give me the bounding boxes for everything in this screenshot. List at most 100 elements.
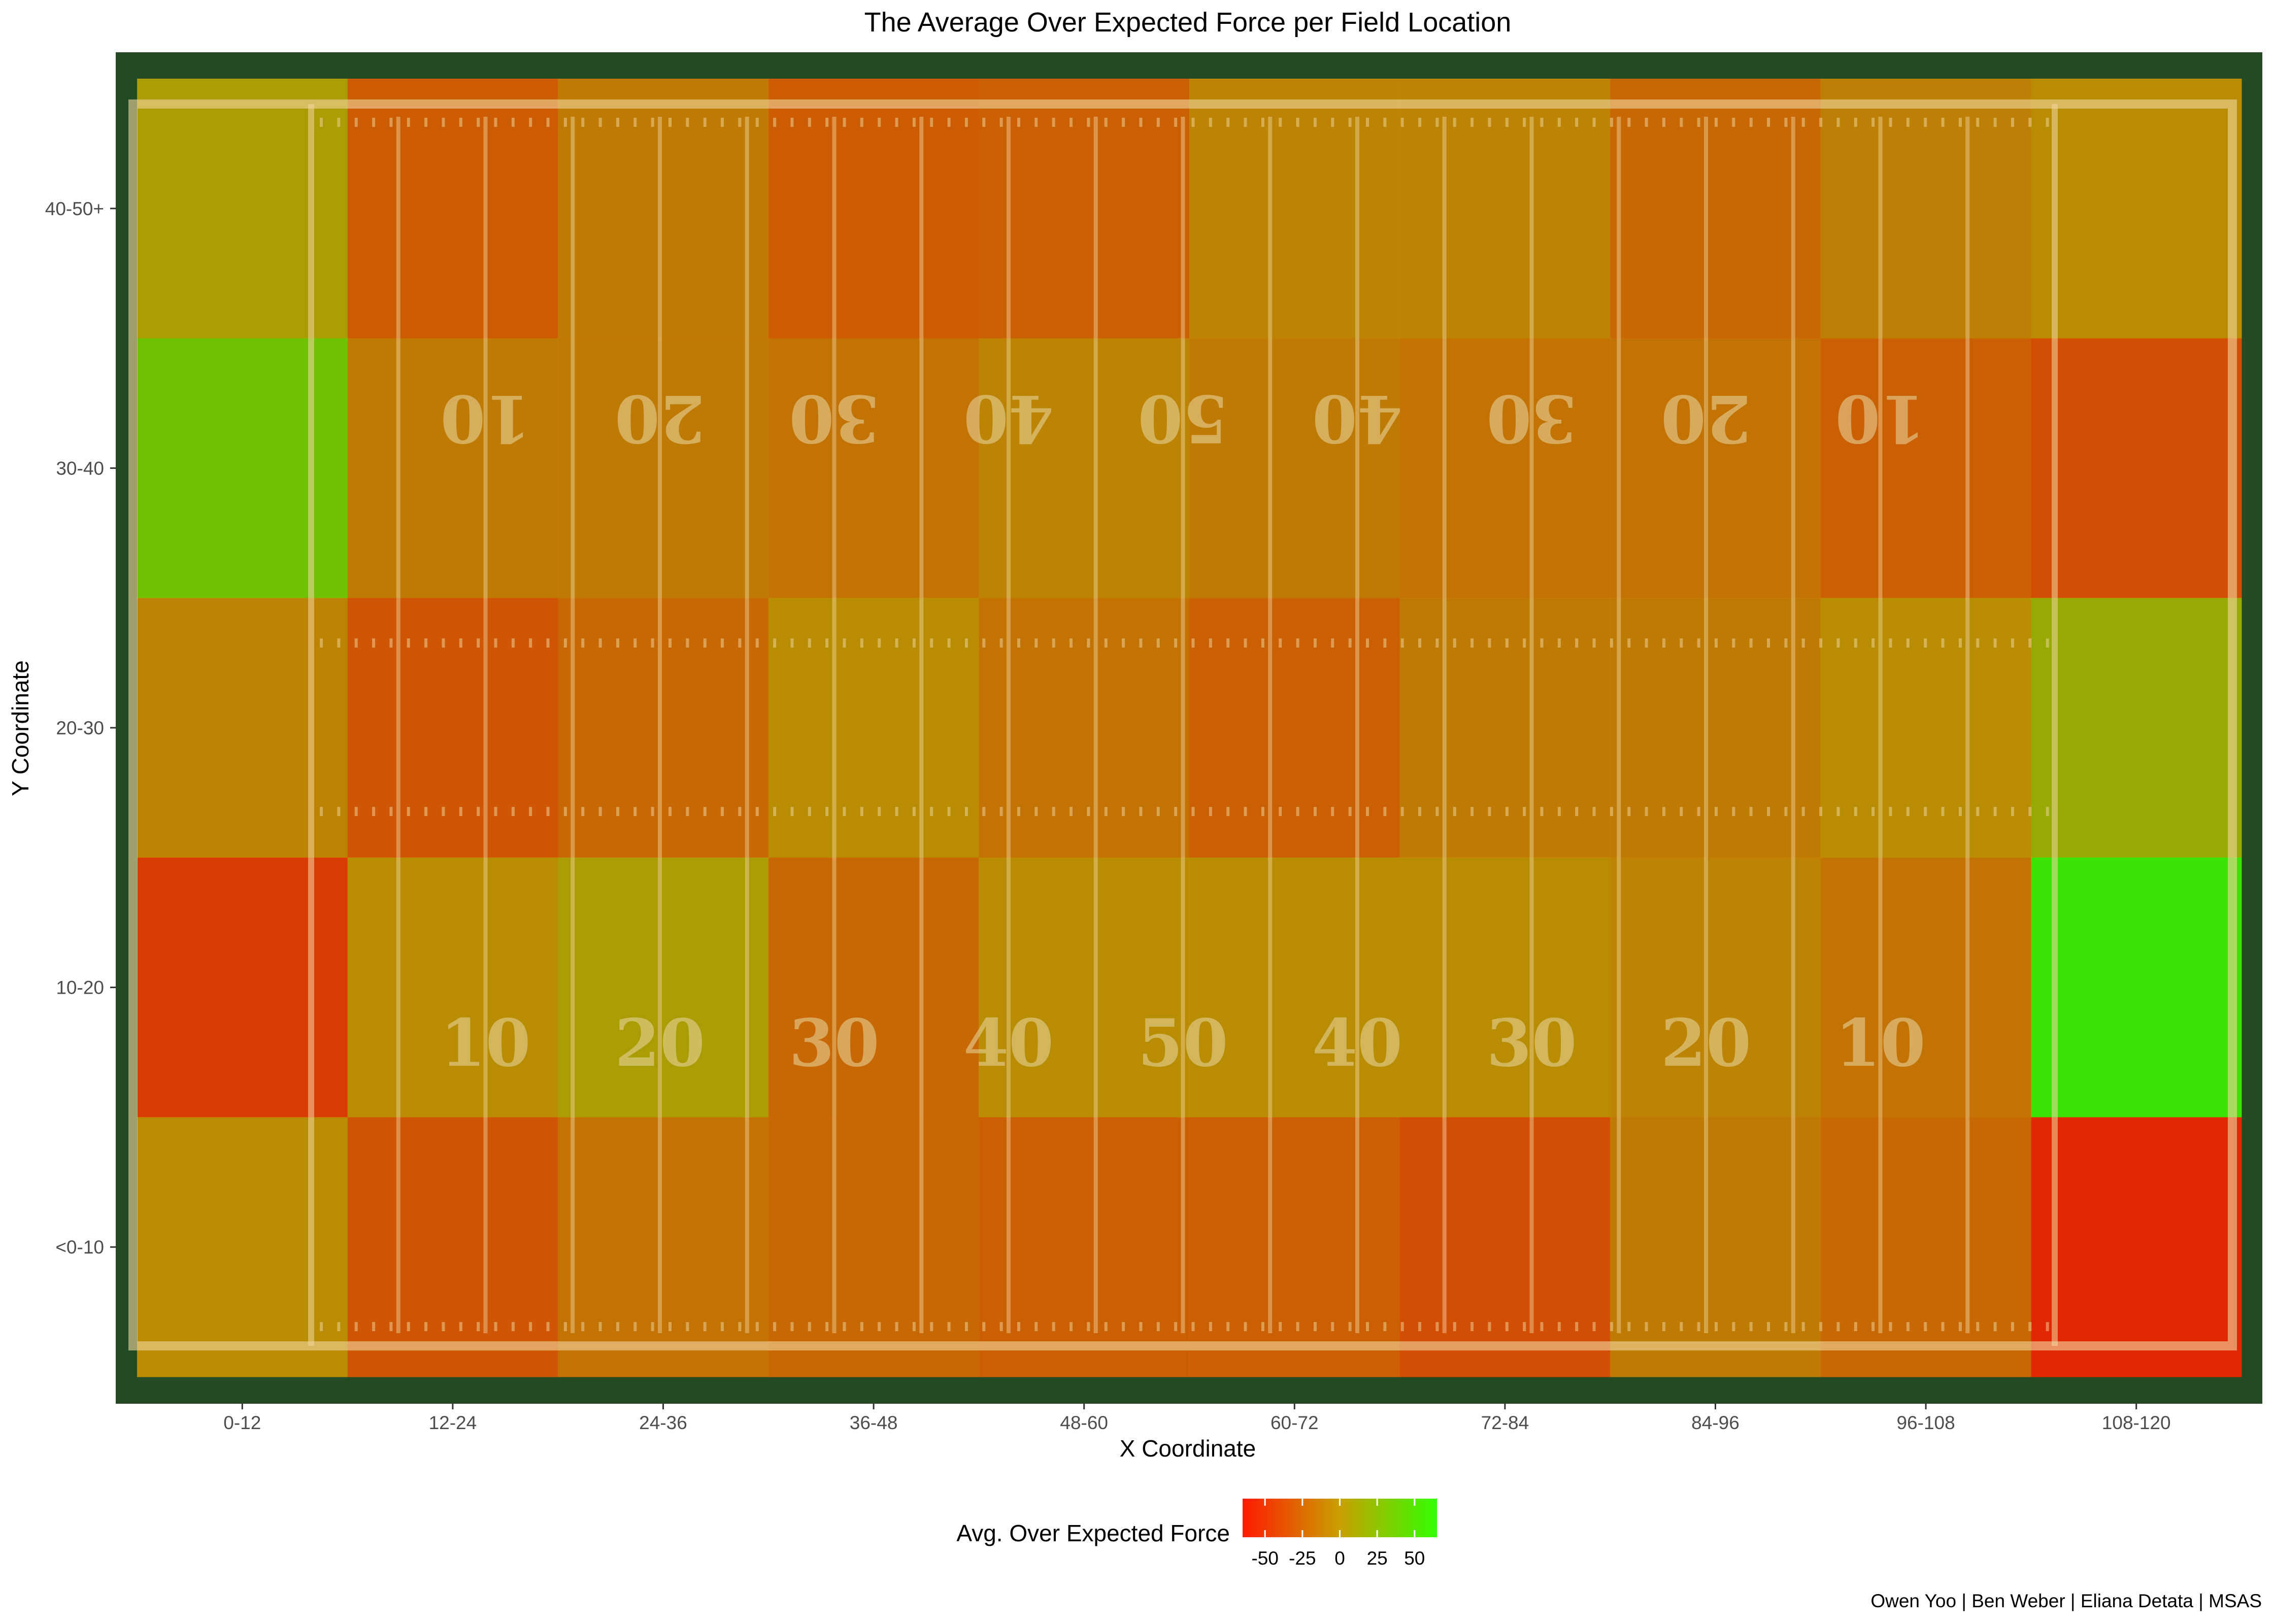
x-tick-label: 12-24 bbox=[429, 1412, 477, 1433]
legend-title: Avg. Over Expected Force bbox=[956, 1520, 1230, 1546]
heatmap-cell bbox=[558, 79, 769, 339]
field-number-bottom: 30 bbox=[1486, 1005, 1577, 1081]
heatmap-cell bbox=[1189, 857, 1400, 1118]
heatmap-cell bbox=[1189, 1117, 1400, 1377]
heatmap-cell bbox=[558, 338, 769, 598]
field-number-top: 20 bbox=[1661, 380, 1751, 456]
x-tick-label: 36-48 bbox=[850, 1412, 898, 1433]
field-number-bottom: 20 bbox=[1661, 1005, 1751, 1081]
field-number-top: 40 bbox=[1312, 380, 1402, 456]
x-tick-label: 48-60 bbox=[1060, 1412, 1108, 1433]
heatmap-cell bbox=[347, 598, 558, 858]
heatmap-cell bbox=[1610, 598, 1821, 858]
heatmap-cell bbox=[768, 857, 979, 1118]
heatmap-cell bbox=[1399, 598, 1611, 858]
heatmap-cell bbox=[137, 857, 348, 1118]
heatmap-cell bbox=[558, 857, 769, 1118]
field-number-bottom: 40 bbox=[1312, 1005, 1402, 1081]
field-number-top: 10 bbox=[440, 380, 530, 456]
field-number-bottom: 10 bbox=[440, 1005, 530, 1081]
y-tick-label: 10-20 bbox=[56, 977, 104, 998]
heatmap-cell bbox=[1399, 79, 1611, 339]
heatmap-cell bbox=[347, 338, 558, 598]
field-number-bottom: 30 bbox=[789, 1005, 879, 1081]
chart-title: The Average Over Expected Force per Fiel… bbox=[864, 7, 1512, 38]
x-tick-label: 72-84 bbox=[1481, 1412, 1529, 1433]
heatmap-cell bbox=[2031, 79, 2242, 339]
legend-tick-label: 50 bbox=[1404, 1548, 1425, 1569]
heatmap-cell bbox=[1189, 79, 1400, 339]
field-number-bottom: 10 bbox=[1835, 1005, 1925, 1081]
y-axis-title: Y Coordinate bbox=[7, 660, 34, 796]
heatmap-cell bbox=[2031, 598, 2242, 858]
heatmap-cell bbox=[2031, 338, 2242, 598]
field-number-bottom: 50 bbox=[1138, 1005, 1228, 1081]
legend-tick-label: -50 bbox=[1251, 1548, 1278, 1569]
heatmap-cell bbox=[768, 79, 979, 339]
heatmap-cell bbox=[1189, 598, 1400, 858]
heatmap-cell bbox=[979, 79, 1190, 339]
heatmap-cell bbox=[1610, 1117, 1821, 1377]
field-numbers: 10 20 30 40 50 40 30 20 10 10 20 30 40 50 40 30 20 10 bbox=[440, 380, 1925, 1081]
heatmap-cell bbox=[1610, 857, 1821, 1118]
heatmap-cell bbox=[1189, 338, 1400, 598]
heatmap-cell bbox=[1610, 338, 1821, 598]
field-number-bottom: 40 bbox=[963, 1005, 1054, 1081]
y-tick-label: <0-10 bbox=[55, 1237, 104, 1258]
x-tick-label: 84-96 bbox=[1691, 1412, 1740, 1433]
y-tick-label: 20-30 bbox=[56, 718, 104, 738]
heatmap-cell bbox=[1399, 1117, 1611, 1377]
heatmap-cell bbox=[1399, 338, 1611, 598]
x-tick-label: 24-36 bbox=[639, 1412, 687, 1433]
heatmap-cell bbox=[979, 338, 1190, 598]
field-number-top: 40 bbox=[963, 380, 1054, 456]
caption: Owen Yoo | Ben Weber | Eliana Detata | M… bbox=[1870, 1591, 2262, 1611]
heatmap-cell bbox=[768, 338, 979, 598]
heatmap-cell bbox=[768, 1117, 979, 1377]
heatmap-cell bbox=[1820, 857, 2031, 1118]
heatmap-cell bbox=[137, 79, 348, 339]
heatmap-cell bbox=[347, 1117, 558, 1377]
x-tick-label: 108-120 bbox=[2102, 1412, 2171, 1433]
legend: Avg. Over Expected Force -50 -25 0 25 50 bbox=[956, 1499, 1437, 1569]
field-number-top: 30 bbox=[789, 380, 879, 456]
field-number-top: 50 bbox=[1138, 380, 1228, 456]
heatmap-cell bbox=[558, 1117, 769, 1377]
heatmap-cell bbox=[768, 598, 979, 858]
x-axis-ticks: 0-12 12-24 24-36 36-48 48-60 60-72 72-84 84-96 9… bbox=[223, 1404, 2171, 1433]
y-axis-ticks: <0-10 10-20 20-30 30-40 40-50+ bbox=[45, 198, 116, 1258]
heatmap-cell bbox=[1399, 857, 1611, 1118]
heatmap-cell bbox=[558, 598, 769, 858]
heatmap-cell bbox=[979, 1117, 1190, 1377]
legend-tick-label: 0 bbox=[1334, 1548, 1345, 1569]
heatmap-cell bbox=[1610, 79, 1821, 339]
field-number-bottom: 20 bbox=[615, 1005, 705, 1081]
x-tick-label: 60-72 bbox=[1270, 1412, 1319, 1433]
heatmap-cell bbox=[137, 1117, 348, 1377]
heatmap-cell bbox=[2031, 857, 2242, 1118]
heatmap-cell bbox=[137, 338, 348, 598]
heatmap-cell bbox=[1820, 79, 2031, 339]
y-tick-label: 40-50+ bbox=[45, 198, 104, 219]
heatmap-cell bbox=[979, 598, 1190, 858]
legend-ticks: -50 -25 0 25 50 bbox=[1251, 1499, 1425, 1569]
heatmap-cell bbox=[347, 79, 558, 339]
field-number-top: 20 bbox=[615, 380, 705, 456]
legend-tick-label: -25 bbox=[1289, 1548, 1316, 1569]
x-tick-label: 96-108 bbox=[1896, 1412, 1955, 1433]
x-tick-label: 0-12 bbox=[223, 1412, 261, 1433]
x-axis-title: X Coordinate bbox=[1120, 1435, 1256, 1462]
heatmap-cell bbox=[2031, 1117, 2242, 1377]
legend-tick-label: 25 bbox=[1367, 1548, 1388, 1569]
heatmap-cell bbox=[1820, 1117, 2031, 1377]
heatmap-cell bbox=[137, 598, 348, 858]
heatmap-cells bbox=[137, 79, 2242, 1377]
y-tick-label: 30-40 bbox=[56, 458, 104, 479]
field-markings bbox=[128, 99, 2237, 1350]
field-number-top: 30 bbox=[1486, 380, 1577, 456]
field-number-top: 10 bbox=[1835, 380, 1925, 456]
field-boundary bbox=[128, 99, 2237, 1350]
heatmap-cell bbox=[979, 857, 1190, 1118]
heatmap-cell bbox=[1820, 338, 2031, 598]
